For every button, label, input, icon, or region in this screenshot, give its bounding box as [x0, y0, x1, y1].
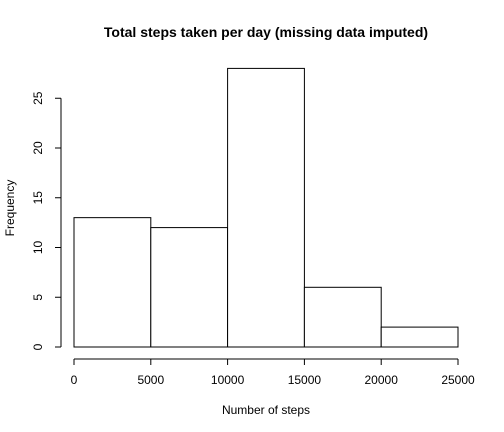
x-axis: 0 5000 10000 15000 20000 25000 [71, 358, 475, 387]
x-tick-label: 10000 [211, 373, 245, 387]
x-tick-label: 0 [71, 373, 78, 387]
histogram-bar-1 [73, 217, 152, 348]
y-tick-label: 25 [31, 91, 45, 105]
x-tick-label: 20000 [365, 373, 399, 387]
histogram-bar-5 [380, 326, 459, 348]
y-tick-label: 0 [31, 343, 45, 350]
x-tick-label: 5000 [137, 373, 164, 387]
x-axis-label: Number of steps [222, 403, 310, 417]
y-tick-label: 20 [31, 141, 45, 155]
histogram-bar-4 [303, 286, 382, 348]
y-axis-label: Frequency [3, 180, 17, 237]
y-axis: 0 5 10 15 20 25 [31, 91, 62, 350]
x-tick-label: 15000 [288, 373, 322, 387]
x-tick-label: 25000 [441, 373, 475, 387]
bars-group [73, 67, 459, 348]
histogram-bar-2 [150, 227, 229, 348]
y-tick-label: 10 [31, 241, 45, 255]
histogram-bar-3 [227, 67, 305, 348]
y-tick-label: 5 [31, 294, 45, 301]
y-tick-label: 15 [31, 191, 45, 205]
chart-title: Total steps taken per day (missing data … [104, 24, 428, 40]
